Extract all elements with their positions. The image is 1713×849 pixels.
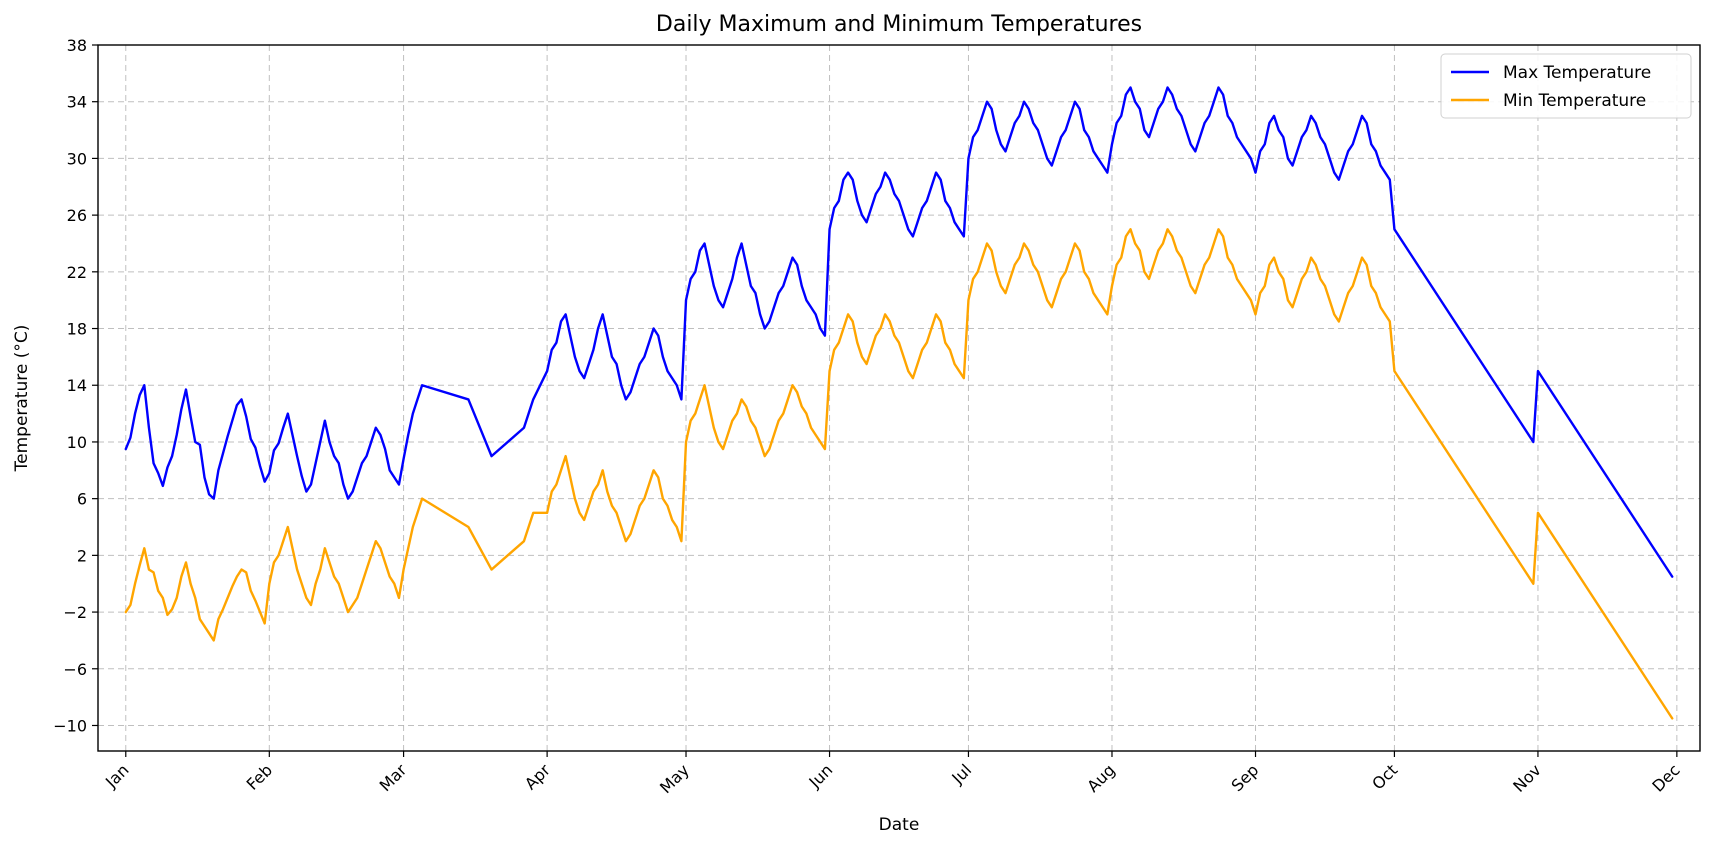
y-tick-label: −2: [63, 603, 87, 622]
y-tick-label: 26: [67, 206, 87, 225]
y-tick-label: −6: [63, 660, 87, 679]
y-tick-label: −10: [53, 716, 87, 735]
y-tick-label: 10: [67, 433, 87, 452]
y-tick-label: 34: [67, 93, 87, 112]
y-tick-label: 18: [67, 320, 87, 339]
y-tick-label: 38: [67, 36, 87, 55]
y-tick-label: 22: [67, 263, 87, 282]
series-line-max-temperature: [124, 86, 1674, 578]
y-tick-label: 14: [67, 376, 87, 395]
y-axis-label: Temperature (°C): [12, 325, 32, 473]
x-axis-label: Date: [879, 815, 920, 835]
legend-box: [1440, 53, 1692, 119]
y-tick-label: 30: [67, 149, 87, 168]
series-line-min-temperature: [124, 228, 1674, 720]
y-tick-label: 6: [77, 490, 87, 509]
series-layer: [124, 86, 1674, 720]
y-tick-label: 2: [77, 546, 87, 565]
legend: Max Temperature Min Temperature: [1440, 53, 1692, 119]
plot-frame: [97, 44, 1701, 752]
chart-title: Daily Maximum and Minimum Temperatures: [656, 12, 1142, 37]
legend-label-min-temperature: Min Temperature: [1503, 91, 1646, 111]
legend-label-max-temperature: Max Temperature: [1503, 63, 1651, 83]
